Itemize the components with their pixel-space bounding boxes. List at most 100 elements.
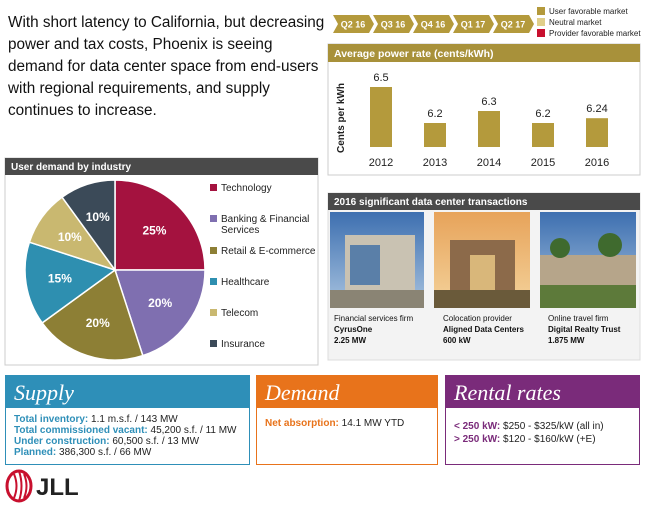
info-value: 386,300 s.f. / 66 MW (59, 447, 152, 458)
value-label: 6.3 (481, 96, 496, 108)
x-tick-label: 2016 (585, 157, 609, 169)
legend-swatch (210, 215, 217, 222)
timeline-label: Q2 16 (341, 20, 366, 30)
timeline-step (413, 15, 454, 33)
legend-entry: Healthcare (210, 277, 321, 288)
info-label: Total commissioned vacant: (14, 425, 148, 436)
info-row: Under construction: 60,500 s.f. / 13 MW (14, 436, 241, 447)
timeline-label: Q1 17 (461, 20, 486, 30)
timeline-label: Q3 16 (381, 20, 406, 30)
caption-line: 1.875 MW (548, 336, 585, 345)
timeline-label: Q4 16 (421, 20, 446, 30)
pie-slice (24, 241, 117, 324)
timeline-label: Q2 17 (501, 20, 526, 30)
slice-label: 10% (86, 210, 110, 224)
legend-entry: Insurance (210, 339, 321, 350)
value-label: 6.5 (373, 72, 388, 84)
caption-line: CyrusOne (334, 325, 373, 334)
legend-entry: Telecom (210, 308, 321, 319)
transaction-caption: Colocation provider Aligned Data Centers 6… (443, 313, 543, 346)
info-label: Under construction: (14, 436, 110, 447)
legend-entry: Retail & E-commerce (210, 246, 321, 257)
photo (330, 212, 424, 308)
intro-text: With short latency to California, but de… (8, 14, 325, 119)
supply-title: Supply (6, 376, 249, 408)
caption-line: Financial services firm (334, 314, 414, 323)
legend-swatch (210, 309, 217, 316)
info-label: Planned: (14, 447, 57, 458)
info-row: < 250 kW: $250 - $325/kW (all in) (454, 420, 631, 433)
demand-box: Demand Net absorption: 14.1 MW YTD (256, 375, 438, 465)
info-value: $120 - $160/kW (+E) (503, 434, 596, 445)
caption-line: 2.25 MW (334, 336, 367, 345)
caption-line: Aligned Data Centers (443, 325, 524, 334)
legend-entry: Banking & Financial Services (210, 214, 321, 236)
caption-line: Online travel firm (548, 314, 609, 323)
timeline-step (333, 15, 374, 33)
legend-swatch (210, 340, 217, 347)
x-tick-label: 2014 (477, 157, 501, 169)
caption-line: Colocation provider (443, 314, 512, 323)
timeline-step (453, 15, 494, 33)
legend-label: User favorable market (549, 7, 628, 16)
y-axis-label: Cents per kWh (336, 83, 347, 153)
logo-icon (5, 469, 33, 503)
info-value: 60,500 s.f. / 13 MW (112, 436, 200, 447)
legend-label: Provider favorable market (549, 29, 641, 38)
bar (370, 87, 392, 147)
info-row: Total commissioned vacant: 45,200 s.f. /… (14, 425, 241, 436)
pie-slice (113, 269, 206, 357)
rental-title: Rental rates (446, 376, 639, 408)
info-row: Net absorption: 14.1 MW YTD (265, 418, 429, 429)
photo (434, 212, 530, 308)
slice-label: 15% (48, 272, 72, 286)
supply-box: Supply Total inventory: 1.1 m.s.f. / 143… (5, 375, 250, 465)
photo (540, 212, 636, 308)
slice-label: 10% (58, 230, 82, 244)
supply-body: Total inventory: 1.1 m.s.f. / 143 MW Tota… (6, 408, 249, 464)
transactions-header (328, 193, 640, 210)
transaction-caption: Online travel firm Digital Realty Trust 1.… (548, 313, 648, 346)
bar (532, 123, 554, 147)
bar (424, 123, 446, 147)
legend-swatch (537, 29, 545, 37)
pie-title: User demand by industry (11, 162, 131, 173)
logo-text: JLL (36, 474, 79, 501)
pie-header (5, 158, 318, 175)
legend-swatch (537, 7, 545, 15)
info-value: 1.1 m.s.f. / 143 MW (91, 414, 178, 425)
timeline-step (493, 15, 534, 33)
value-label: 6.2 (535, 108, 550, 120)
transaction-caption: Financial services firm CyrusOne 2.25 MW (334, 313, 434, 346)
value-label: 6.2 (427, 108, 442, 120)
power-title: Average power rate (cents/kWh) (334, 48, 494, 60)
demand-title: Demand (257, 376, 437, 408)
slice-label: 20% (148, 296, 172, 310)
caption-line: Digital Realty Trust (548, 325, 621, 334)
x-tick-label: 2013 (423, 157, 447, 169)
legend-entry: Technology (210, 183, 321, 194)
info-label: < 250 kW: (454, 421, 501, 432)
pie-slice (41, 268, 144, 361)
info-label: Net absorption: (265, 418, 339, 429)
x-tick-label: 2015 (531, 157, 555, 169)
legend-label: Neutral market (549, 18, 602, 27)
info-value: 45,200 s.f. / 11 MW (150, 425, 237, 436)
slice-label: 25% (142, 224, 166, 238)
rental-body: < 250 kW: $250 - $325/kW (all in) > 250 k… (446, 408, 639, 452)
rental-box: Rental rates < 250 kW: $250 - $325/kW (a… (445, 375, 640, 465)
x-tick-label: 2012 (369, 157, 393, 169)
bar (478, 111, 500, 147)
legend-swatch (537, 18, 545, 26)
info-value: 14.1 MW YTD (341, 418, 405, 429)
info-row: Planned: 386,300 s.f. / 66 MW (14, 447, 241, 458)
info-label: > 250 kW: (454, 434, 501, 445)
legend-swatch (210, 184, 217, 191)
info-row: Total inventory: 1.1 m.s.f. / 143 MW (14, 414, 241, 425)
transactions-title: 2016 significant data center transaction… (334, 197, 528, 208)
demand-body: Net absorption: 14.1 MW YTD (257, 408, 437, 435)
slice-label: 20% (86, 316, 110, 330)
legend-swatch (210, 278, 217, 285)
